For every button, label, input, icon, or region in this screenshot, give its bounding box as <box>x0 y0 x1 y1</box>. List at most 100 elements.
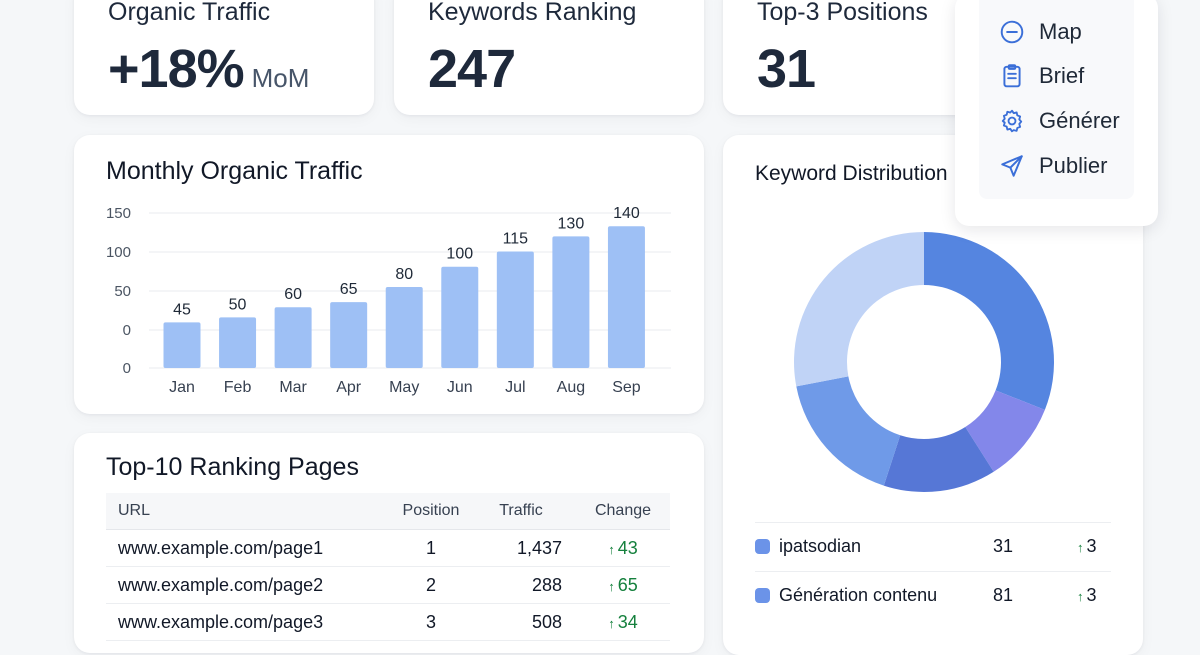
donut-slice <box>883 427 994 492</box>
column-header-url[interactable]: URL <box>118 502 151 519</box>
legend-item[interactable]: ipatsodian 31 ↑ 3 <box>755 522 1111 570</box>
x-tick-label: Sep <box>612 379 641 396</box>
column-header-change[interactable]: Change <box>594 502 652 519</box>
traffic-chart-card: Monthly Organic Traffic 150 100 50 0 0 45 Jan 5… <box>74 135 704 414</box>
x-tick-label: Jun <box>447 379 473 396</box>
kpi-value: 247 <box>428 39 516 99</box>
legend-swatch <box>755 588 770 603</box>
menu-item-brief[interactable]: Brief <box>999 59 1084 93</box>
legend-change-value: 3 <box>1086 536 1097 556</box>
ranking-pages-table: URL Position Traffic Change www.example.… <box>106 493 670 641</box>
legend-label: Génération contenu <box>779 585 938 605</box>
bar <box>552 236 590 368</box>
y-tick-label: 0 <box>123 322 131 339</box>
data-label: 65 <box>340 281 358 298</box>
table-row[interactable]: www.example.com/page3 3 508 ↑ 34 <box>106 604 670 641</box>
arrow-up-icon: ↑ <box>608 541 615 557</box>
x-tick-label: Aug <box>557 379 585 396</box>
row-change-value: 34 <box>617 611 638 632</box>
menu-item-label: Map <box>1039 19 1082 44</box>
send-icon <box>1001 155 1023 177</box>
bar <box>274 307 312 368</box>
data-label: 80 <box>395 266 413 283</box>
donut-slice <box>924 232 1054 410</box>
table-header: URL Position Traffic Change <box>106 493 670 530</box>
data-label: 60 <box>284 286 302 303</box>
row-position: 2 <box>425 574 436 595</box>
kpi-title: Top-3 Positions <box>757 0 928 26</box>
arrow-up-icon: ↑ <box>1077 589 1084 604</box>
row-change: ↑ 65 <box>576 575 670 596</box>
data-label: 45 <box>173 301 191 318</box>
bar <box>219 317 257 368</box>
y-tick-label: 50 <box>114 283 131 300</box>
y-tick-label: 0 <box>123 360 131 377</box>
row-traffic: 1,437 <box>516 537 562 558</box>
row-change: ↑ 43 <box>576 538 670 559</box>
y-tick-label: 150 <box>106 205 131 222</box>
data-label: 50 <box>229 296 247 313</box>
x-tick-label: Apr <box>336 379 362 396</box>
chart-title: Monthly Organic Traffic <box>106 157 363 185</box>
data-label: 100 <box>446 246 473 263</box>
donut-slice <box>796 376 901 486</box>
legend-change-value: 3 <box>1086 585 1097 605</box>
action-menu: Map Brief Générer Publier <box>955 0 1158 226</box>
row-change-value: 43 <box>617 537 638 558</box>
x-tick-label: Jan <box>169 379 195 396</box>
row-position: 3 <box>425 611 436 632</box>
column-header-position[interactable]: Position <box>402 502 460 519</box>
kpi-card-organic-traffic: Organic Traffic +18% MoM <box>74 0 374 115</box>
menu-item-publier[interactable]: Publier <box>999 149 1107 183</box>
kpi-unit: MoM <box>251 63 310 93</box>
kpi-number: +18% <box>108 39 245 99</box>
data-label: 115 <box>503 231 529 248</box>
clipboard-icon <box>1003 64 1021 88</box>
bar <box>607 226 645 368</box>
x-tick-label: Jul <box>505 379 525 396</box>
legend-swatch <box>755 539 770 554</box>
kpi-title: Organic Traffic <box>108 0 271 26</box>
ranking-pages-card: Top-10 Ranking Pages URL Position Traffi… <box>74 433 704 653</box>
menu-item-generer[interactable]: Générer <box>999 104 1120 138</box>
legend-label: ipatsodian <box>779 536 862 556</box>
row-traffic: 508 <box>531 611 562 632</box>
row-traffic: 288 <box>531 574 562 595</box>
keyword-distribution-card: Keyword Distribution ipatsodian 31 ↑ 3 Gé… <box>723 135 1143 655</box>
table-row[interactable]: www.example.com/page2 2 288 ↑ 65 <box>106 567 670 604</box>
keyword-donut-chart <box>794 232 1054 492</box>
row-position: 1 <box>425 537 436 558</box>
donut-slice <box>794 232 924 387</box>
legend-count: 31 <box>993 536 1014 556</box>
menu-item-map[interactable]: Map <box>999 15 1082 49</box>
bar <box>496 251 534 368</box>
column-header-traffic[interactable]: Traffic <box>499 502 543 519</box>
x-tick-label: Feb <box>224 379 252 396</box>
y-tick-label: 100 <box>106 244 131 261</box>
row-url[interactable]: www.example.com/page1 <box>118 537 324 558</box>
data-label: 130 <box>558 215 585 232</box>
minus-circle-icon <box>1000 20 1024 44</box>
arrow-up-icon: ↑ <box>1077 540 1084 555</box>
table-row[interactable]: www.example.com/page1 1 1,437 ↑ 43 <box>106 530 670 567</box>
row-change: ↑ 34 <box>576 612 670 633</box>
traffic-bar-chart: 150 100 50 0 0 45 Jan 50 Feb 60 Mar 65 Apr 80 May 100 Ju… <box>106 205 671 396</box>
bar <box>330 302 368 368</box>
gear-icon <box>1001 109 1023 133</box>
legend-change: ↑ 3 <box>1077 585 1097 606</box>
kpi-value: 31 <box>757 39 816 99</box>
bar <box>441 266 479 368</box>
kpi-card-keywords-ranking: Keywords Ranking 247 <box>394 0 704 115</box>
menu-item-label: Publier <box>1039 153 1108 178</box>
row-url[interactable]: www.example.com/page3 <box>118 611 324 632</box>
menu-item-label: Générer <box>1039 108 1120 133</box>
donut-title: Keyword Distribution <box>755 162 948 185</box>
row-change-value: 65 <box>617 574 638 595</box>
bar <box>163 322 201 368</box>
kpi-title: Keywords Ranking <box>428 0 637 26</box>
row-url[interactable]: www.example.com/page2 <box>118 574 324 595</box>
arrow-up-icon: ↑ <box>608 615 615 631</box>
legend-item[interactable]: Génération contenu 81 ↑ 3 <box>755 571 1111 619</box>
donut-slice <box>965 390 1045 472</box>
arrow-up-icon: ↑ <box>608 578 615 594</box>
